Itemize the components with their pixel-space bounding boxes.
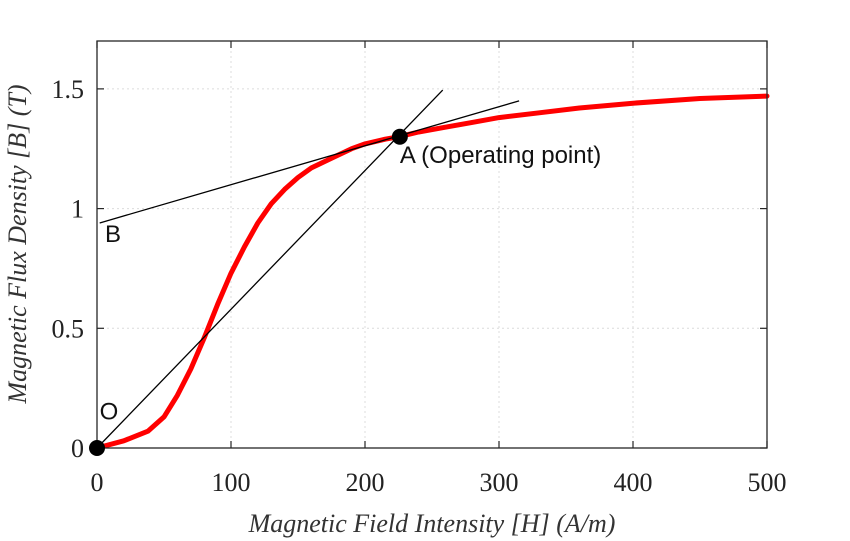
x-tick-label: 200 <box>346 468 385 497</box>
y-tick-label: 1.5 <box>52 75 85 104</box>
bh-curve <box>94 93 770 451</box>
annotation-label: A (Operating point) <box>400 142 601 169</box>
annotation-label: O <box>100 398 119 425</box>
x-tick-label: 0 <box>91 468 104 497</box>
axis-ticks: 0 100 200 300 400 500 0 0.5 1 1.5 <box>52 41 787 497</box>
point-marker <box>391 128 408 145</box>
secant-line <box>96 89 444 449</box>
annotation-label: B <box>105 221 121 248</box>
x-tick-label: 400 <box>614 468 653 497</box>
y-axis-label: Magnetic Flux Density [B] (T) <box>3 84 32 404</box>
x-tick-label: 500 <box>748 468 787 497</box>
annotations: O A (Operating point) B <box>100 142 602 425</box>
point-marker <box>89 440 105 456</box>
tangent-line <box>99 100 520 224</box>
y-tick-label: 1 <box>71 195 84 224</box>
points <box>89 128 408 456</box>
series <box>94 93 770 451</box>
y-tick-label: 0.5 <box>52 314 85 343</box>
plot-frame <box>96 40 768 449</box>
tangent-lines <box>96 89 520 449</box>
y-tick-label: 0 <box>71 434 84 463</box>
x-axis-label: Magnetic Field Intensity [H] (A/m) <box>248 509 616 538</box>
x-tick-label: 100 <box>212 468 251 497</box>
x-tick-label: 300 <box>480 468 519 497</box>
